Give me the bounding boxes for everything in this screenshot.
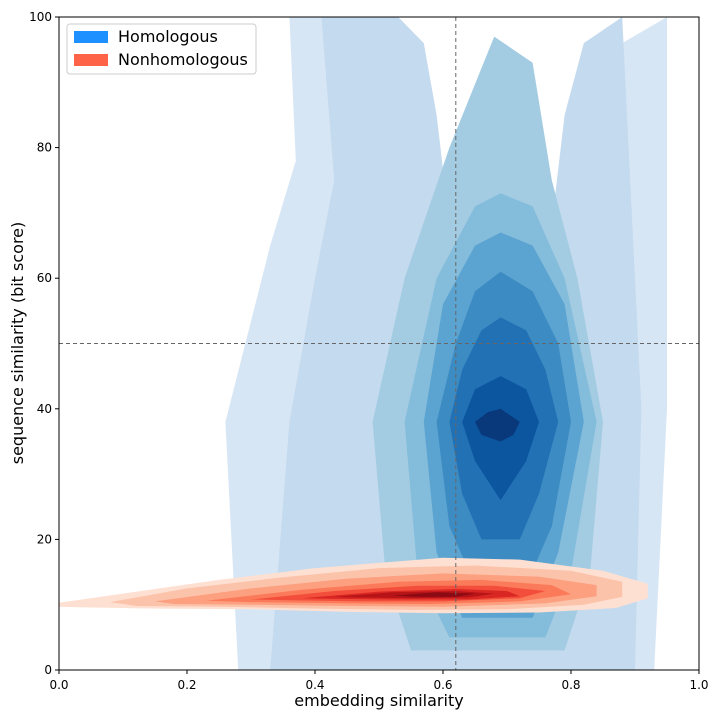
plot-frame	[58, 16, 700, 671]
y-tick-label: 0	[44, 663, 52, 677]
legend-label-nonhomologous: Nonhomologous	[118, 50, 248, 69]
x-tick-label: 0.6	[433, 678, 452, 692]
x-tick-label: 0.0	[49, 678, 68, 692]
legend-label-homologous: Homologous	[118, 27, 218, 46]
x-tick-label: 0.8	[561, 678, 580, 692]
y-tick-label: 80	[37, 141, 52, 155]
x-axis-ticks: 0.0 0.2 0.4 0.6 0.8 1.0	[49, 670, 709, 692]
legend-swatch-homologous	[74, 31, 108, 43]
y-tick-label: 100	[29, 10, 52, 24]
x-tick-label: 0.2	[177, 678, 196, 692]
x-tick-label: 0.4	[305, 678, 324, 692]
x-axis-label: embedding similarity	[294, 691, 463, 710]
homologous-contour-level-9	[475, 408, 520, 442]
y-tick-label: 40	[37, 402, 52, 416]
y-axis-ticks: 0 20 40 60 80 100	[29, 10, 59, 677]
legend: Homologous Nonhomologous	[66, 23, 257, 75]
nonhomologous-contour-level-8	[391, 592, 475, 597]
reference-lines	[59, 17, 699, 670]
y-tick-label: 20	[37, 532, 52, 546]
legend-swatch-nonhomologous	[74, 54, 108, 66]
y-tick-label: 60	[37, 271, 52, 285]
y-axis-label: sequence similarity (bit score)	[8, 222, 27, 465]
legend-box	[66, 23, 257, 75]
x-tick-label: 1.0	[689, 678, 708, 692]
nonhomologous-density-contours	[59, 557, 648, 614]
